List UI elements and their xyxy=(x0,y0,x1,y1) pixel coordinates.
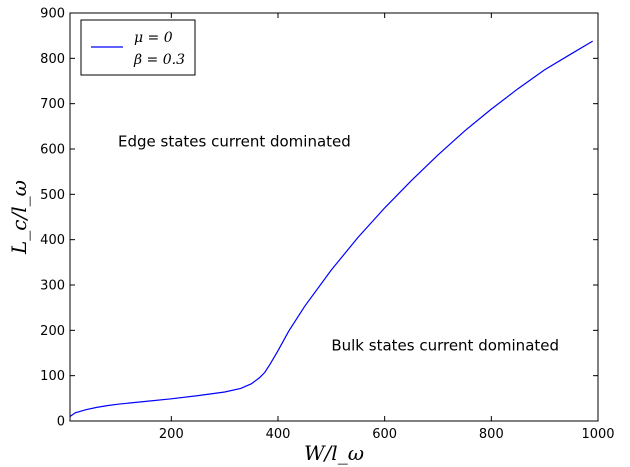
x-tick-label: 200 xyxy=(159,427,184,442)
y-axis-label: L_c/l_ω xyxy=(7,180,31,255)
y-tick-label: 300 xyxy=(40,279,65,294)
y-tick-label: 400 xyxy=(40,233,65,248)
x-axis-label: W/l_ω xyxy=(304,441,364,465)
y-tick-label: 700 xyxy=(40,97,65,112)
x-tick-label: 800 xyxy=(479,427,504,442)
legend-beta: β = 0.3 xyxy=(133,52,185,68)
annotation-edge: Edge states current dominated xyxy=(118,133,351,151)
legend: μ = 0 β = 0.3 xyxy=(80,19,196,76)
series-line-0 xyxy=(69,40,594,417)
y-tick-label: 200 xyxy=(40,324,65,339)
plot-area xyxy=(69,40,594,417)
y-tick-label: 0 xyxy=(57,415,65,430)
y-tick-label: 800 xyxy=(40,52,65,67)
x-tick-label: 400 xyxy=(266,427,291,442)
y-tick-label: 500 xyxy=(40,188,65,203)
legend-mu: μ = 0 xyxy=(134,30,173,46)
annotation-bulk: Bulk states current dominated xyxy=(331,337,559,355)
x-tick-label: 600 xyxy=(372,427,397,442)
y-tick-label: 900 xyxy=(40,7,65,22)
y-tick-label: 100 xyxy=(40,369,65,384)
plot-frame xyxy=(69,12,599,422)
y-tick-label: 600 xyxy=(40,143,65,158)
x-tick-label: 1000 xyxy=(581,427,614,442)
axis-ticks: 200 400 600 800 1000 0 100 200 300 400 500 600 700 80… xyxy=(40,7,614,443)
